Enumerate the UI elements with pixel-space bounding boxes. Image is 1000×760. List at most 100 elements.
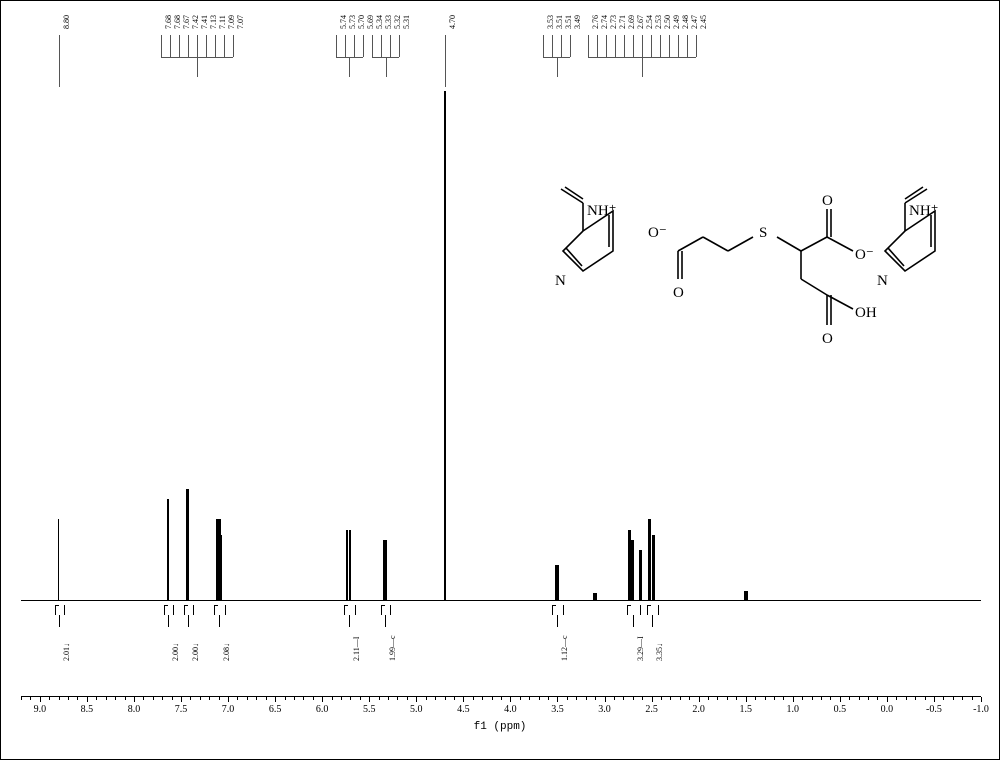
axis-tick-label: 4.5 [457,704,470,715]
peak-bracket-stem [386,57,387,77]
peak-bracket-stem [445,57,446,87]
axis-minor-tick [670,697,671,700]
axis-tick-label: 8.5 [81,704,94,715]
peak-drop-line [588,35,589,57]
peak-drop-line [170,35,171,57]
peak-drop-line [651,35,652,57]
x-axis: 9.08.58.07.57.06.56.05.55.04.54.03.53.02… [21,696,981,717]
axis-minor-tick [482,697,483,700]
axis-minor-tick [576,697,577,700]
peak-label: 7.41 [200,15,209,29]
axis-minor-tick [642,697,643,700]
x-axis-title: f1 (ppm) [1,721,999,733]
axis-tick [652,697,653,702]
integral-bracket [344,605,356,615]
peak [444,91,446,601]
axis-tick-label: 8.0 [128,704,141,715]
peak-label: 5.70 [357,15,366,29]
axis-tick [605,697,606,702]
axis-tick [463,697,464,702]
integral-label: 2.11—I [352,637,361,661]
peak-label: 5.74 [339,15,348,29]
axis-tick-label: 7.5 [175,704,188,715]
axis-tick-label: 9.0 [34,704,47,715]
s-label: S [759,225,767,241]
axis-tick [934,697,935,702]
peak-label: 7.11 [218,15,227,29]
axis-minor-tick [962,697,963,700]
axis-tick [557,697,558,702]
axis-tick [746,697,747,702]
axis-tick-label: 0.5 [834,704,847,715]
axis-minor-tick [285,697,286,700]
peak-bracket-stem [59,57,60,87]
axis-minor-tick [162,697,163,700]
peak [555,565,559,601]
peak-label: 5.73 [348,15,357,29]
integral-label: 1.99—c [388,635,397,661]
axis-minor-tick [802,697,803,700]
axis-minor-tick [529,697,530,700]
integral-stem [188,615,189,627]
peak-label: 2.45 [699,15,708,29]
peak-drop-line [336,35,337,57]
o-left-label: O [673,285,684,301]
peak-drop-line [345,35,346,57]
axis-tick-label: 6.0 [316,704,329,715]
integral-bracket [647,605,659,615]
axis-minor-tick [407,697,408,700]
o-neg-right-label: O⁻ [855,247,874,263]
axis-tick [887,697,888,702]
peak-label: 7.42 [191,15,200,29]
peak-label: 7.09 [227,15,236,29]
axis-tick [134,697,135,702]
integral-label: 2.08↓ [222,643,231,661]
peak-label: 5.31 [402,15,411,29]
axis-minor-tick [219,697,220,700]
axis-minor-tick [237,697,238,700]
axis-minor-tick [896,697,897,700]
axis-minor-tick [256,697,257,700]
axis-minor-tick [397,697,398,700]
axis-minor-tick [59,697,60,700]
o-neg-left-label: O⁻ [648,225,667,241]
peak [219,535,222,601]
chemical-structure-inset: NH⁺ N O⁻ O S O O⁻ O OH NH⁺ N [533,111,953,361]
axis-tick-label: 5.0 [410,704,423,715]
integral-bracket [214,605,226,615]
axis-minor-tick [350,697,351,700]
axis-minor-tick [859,697,860,700]
axis-minor-tick [294,697,295,700]
axis-minor-tick [755,697,756,700]
axis-minor-tick [915,697,916,700]
axis-minor-tick [539,697,540,700]
axis-tick-label: -1.0 [973,704,989,715]
axis-minor-tick [708,697,709,700]
peak-label: 5.32 [393,15,402,29]
axis-minor-tick [190,697,191,700]
axis-minor-tick [96,697,97,700]
axis-tick [416,697,417,702]
peak-drop-line [597,35,598,57]
peak-drop-line [363,35,364,57]
axis-minor-tick [435,697,436,700]
integral-bracket [627,605,641,615]
axis-minor-tick [765,697,766,700]
axis-minor-tick [200,697,201,700]
axis-minor-tick [849,697,850,700]
peak-drop-line [552,35,553,57]
peak-drop-line [669,35,670,57]
axis-minor-tick [30,697,31,700]
integral-bracket [381,605,391,615]
axis-tick-label: 0.0 [881,704,894,715]
peak-drop-line [354,35,355,57]
peak-drop-line [687,35,688,57]
peak-drop-line [570,35,571,57]
peak-label: 5.34 [375,15,384,29]
axis-tick [228,697,229,702]
peak-bracket-stem [197,57,198,77]
axis-minor-tick [680,697,681,700]
integral-stem [557,615,558,627]
axis-tick [87,697,88,702]
axis-minor-tick [341,697,342,700]
